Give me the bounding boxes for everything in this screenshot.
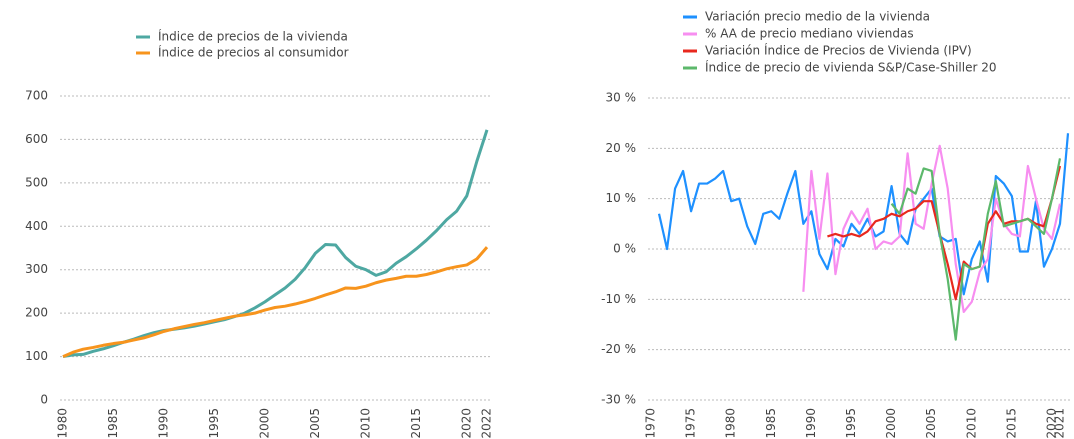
x-tick-label: 1985 xyxy=(106,408,120,439)
x-tick-label: 2000 xyxy=(884,408,898,439)
series-line xyxy=(657,133,1070,296)
y-tick-label: 500 xyxy=(25,175,48,189)
x-tick-label: 1990 xyxy=(156,408,170,439)
y-tick-label: 200 xyxy=(25,306,48,320)
legend-label: Índice de precio de vivienda S&P/Case-Sh… xyxy=(705,60,997,75)
x-tick-label: 1980 xyxy=(56,408,70,439)
x-tick-label: 2000 xyxy=(257,408,271,439)
legend-label: % AA de precio mediano viviendas xyxy=(705,27,914,41)
y-tick-label: 400 xyxy=(25,219,48,233)
y-tick-label: -30 % xyxy=(601,393,636,407)
y-tick-label: -10 % xyxy=(601,292,636,306)
y-tick-label: 300 xyxy=(25,262,48,276)
x-tick-label: 1990 xyxy=(804,408,818,439)
x-tick-label: 2005 xyxy=(308,408,322,439)
y-tick-label: 600 xyxy=(25,132,48,146)
x-tick-label: 2005 xyxy=(924,408,938,439)
legend-label: Variación Índice de Precios de Vivienda … xyxy=(705,43,972,58)
x-tick-label: 1980 xyxy=(724,408,738,439)
y-tick-label: -20 % xyxy=(601,342,636,356)
legend-label: Variación precio medio de la vivienda xyxy=(705,10,930,24)
x-tick-label: 2010 xyxy=(964,408,978,439)
x-tick-label: 2015 xyxy=(409,408,423,439)
series-line xyxy=(802,144,1062,314)
y-tick-label: 30 % xyxy=(606,91,637,105)
y-tick-label: 700 xyxy=(25,89,48,103)
legend-label: Índice de precios de la vivienda xyxy=(158,29,348,44)
y-tick-label: 0 % xyxy=(613,242,636,256)
y-tick-label: 10 % xyxy=(606,191,637,205)
x-tick-label: 1970 xyxy=(644,408,658,439)
x-tick-label: 1995 xyxy=(207,408,221,439)
x-tick-label: 2022 xyxy=(480,408,494,439)
x-tick-label: 2021 xyxy=(1052,408,1066,439)
y-tick-label: 20 % xyxy=(606,141,637,155)
x-tick-label: 2010 xyxy=(358,408,372,439)
series-line xyxy=(62,129,489,359)
x-tick-label: 1985 xyxy=(764,408,778,439)
x-tick-label: 2020 xyxy=(459,408,473,439)
x-tick-label: 2020 xyxy=(1044,408,1058,439)
x-tick-label: 1975 xyxy=(684,408,698,439)
y-tick-label: 100 xyxy=(25,349,48,363)
legend-label: Índice de precios al consumidor xyxy=(158,45,349,60)
series-line xyxy=(62,246,489,358)
series-line xyxy=(890,158,1062,341)
x-tick-label: 1995 xyxy=(844,408,858,439)
x-tick-label: 2015 xyxy=(1004,408,1018,439)
y-tick-label: 0 xyxy=(40,393,48,407)
